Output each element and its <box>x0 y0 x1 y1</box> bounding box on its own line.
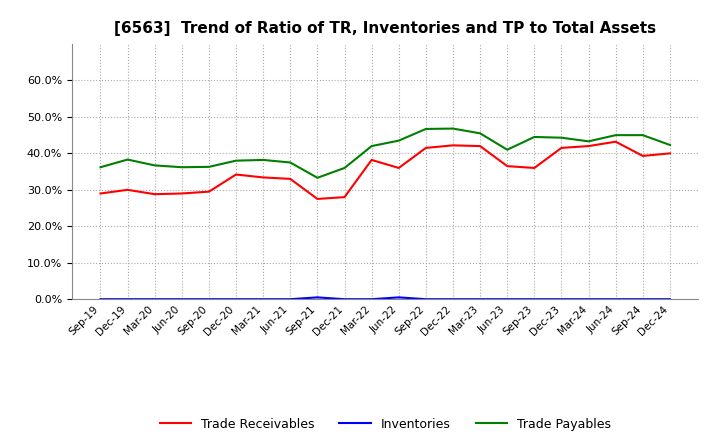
Inventories <box>123 297 132 302</box>
Inventories <box>557 297 566 302</box>
Trade Payables <box>204 164 213 169</box>
Inventories <box>259 297 268 302</box>
Trade Receivables <box>421 145 430 150</box>
Trade Payables <box>96 165 105 170</box>
Trade Receivables <box>584 143 593 149</box>
Trade Payables <box>449 126 457 131</box>
Trade Payables <box>421 126 430 132</box>
Inventories <box>204 297 213 302</box>
Trade Receivables <box>204 189 213 194</box>
Trade Receivables <box>178 191 186 196</box>
Trade Receivables <box>96 191 105 196</box>
Inventories <box>286 297 294 302</box>
Inventories <box>476 297 485 302</box>
Inventories <box>395 295 403 300</box>
Trade Receivables <box>123 187 132 192</box>
Legend: Trade Receivables, Inventories, Trade Payables: Trade Receivables, Inventories, Trade Pa… <box>155 413 616 436</box>
Trade Receivables <box>639 153 647 158</box>
Trade Receivables <box>286 176 294 182</box>
Inventories <box>421 297 430 302</box>
Line: Trade Payables: Trade Payables <box>101 128 670 178</box>
Inventories <box>150 297 159 302</box>
Line: Trade Receivables: Trade Receivables <box>101 142 670 199</box>
Line: Inventories: Inventories <box>101 297 670 299</box>
Inventories <box>530 297 539 302</box>
Trade Receivables <box>611 139 620 144</box>
Trade Payables <box>123 157 132 162</box>
Trade Receivables <box>530 165 539 171</box>
Trade Receivables <box>395 165 403 171</box>
Inventories <box>313 295 322 300</box>
Inventories <box>611 297 620 302</box>
Trade Payables <box>557 135 566 140</box>
Inventories <box>341 297 349 302</box>
Trade Payables <box>232 158 240 163</box>
Title: [6563]  Trend of Ratio of TR, Inventories and TP to Total Assets: [6563] Trend of Ratio of TR, Inventories… <box>114 21 656 36</box>
Trade Payables <box>367 143 376 149</box>
Trade Payables <box>503 147 511 152</box>
Inventories <box>232 297 240 302</box>
Inventories <box>367 297 376 302</box>
Inventories <box>639 297 647 302</box>
Trade Receivables <box>665 151 674 156</box>
Trade Receivables <box>367 157 376 162</box>
Inventories <box>584 297 593 302</box>
Trade Receivables <box>150 191 159 197</box>
Trade Payables <box>286 160 294 165</box>
Trade Payables <box>476 131 485 136</box>
Trade Receivables <box>259 175 268 180</box>
Trade Payables <box>639 132 647 138</box>
Trade Receivables <box>232 172 240 177</box>
Trade Payables <box>611 132 620 138</box>
Trade Receivables <box>341 194 349 200</box>
Trade Receivables <box>313 196 322 202</box>
Trade Payables <box>341 165 349 171</box>
Trade Payables <box>313 175 322 180</box>
Inventories <box>449 297 457 302</box>
Trade Receivables <box>449 143 457 148</box>
Trade Receivables <box>503 164 511 169</box>
Trade Payables <box>150 163 159 168</box>
Trade Payables <box>584 139 593 144</box>
Trade Payables <box>259 157 268 162</box>
Trade Payables <box>665 143 674 148</box>
Trade Receivables <box>557 145 566 150</box>
Trade Payables <box>178 165 186 170</box>
Inventories <box>503 297 511 302</box>
Trade Payables <box>395 138 403 143</box>
Inventories <box>665 297 674 302</box>
Inventories <box>178 297 186 302</box>
Inventories <box>96 297 105 302</box>
Trade Receivables <box>476 143 485 149</box>
Trade Payables <box>530 134 539 139</box>
